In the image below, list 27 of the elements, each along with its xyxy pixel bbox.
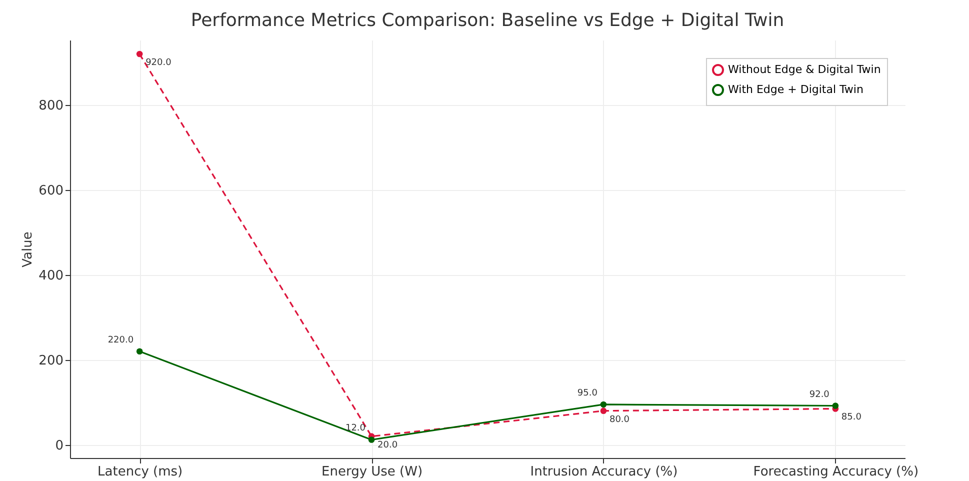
point — [600, 408, 607, 414]
y-axis-title: Value — [20, 232, 36, 268]
data-label: 92.0 — [809, 390, 830, 400]
data-label: 80.0 — [609, 414, 630, 425]
y-tick-label: 800 — [38, 98, 64, 114]
y-tick-label: 200 — [38, 353, 64, 368]
x-tick-label: Intrusion Accuracy (%) — [530, 464, 678, 480]
data-label: 85.0 — [841, 412, 862, 423]
point — [832, 402, 839, 409]
y-tick-label: 600 — [38, 183, 64, 198]
x-tick-label: Latency (ms) — [98, 464, 183, 480]
point — [136, 50, 143, 58]
point — [600, 401, 607, 408]
point — [136, 348, 143, 355]
legend-label: Without Edge & Digital Twin — [728, 63, 881, 76]
data-label: 20.0 — [378, 440, 398, 450]
data-label: 12.0 — [345, 424, 366, 434]
legend-label: With Edge + Digital Twin — [728, 83, 864, 96]
y-tick-label: 400 — [38, 268, 64, 284]
x-tick-label: Forecasting Accuracy (%) — [753, 464, 919, 480]
data-label: 95.0 — [577, 388, 598, 398]
y-tick-label: 0 — [55, 438, 64, 454]
data-label: 220.0 — [108, 335, 134, 346]
x-tick-label: Energy Use (W) — [321, 464, 423, 480]
point — [368, 436, 375, 443]
chart-title: Performance Metrics Comparison: Baseline vs Edge + Digital Twin — [190, 10, 784, 31]
data-label: 920.0 — [146, 58, 172, 68]
